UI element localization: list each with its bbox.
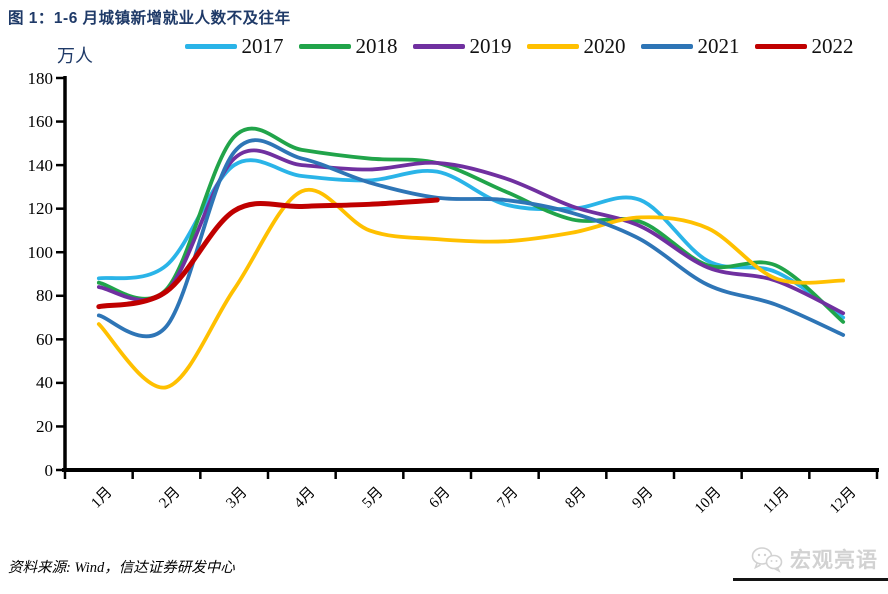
legend-item-2020: 2020 <box>526 34 626 58</box>
legend-swatch <box>184 44 237 49</box>
y-axis-tick-label: 20 <box>36 416 53 436</box>
legend-swatch <box>754 44 807 49</box>
legend-label: 2017 <box>241 34 284 58</box>
y-axis-tick-label: 180 <box>27 68 54 88</box>
y-axis-tick-label: 120 <box>27 199 54 219</box>
y-axis-tick-label: 80 <box>36 286 53 306</box>
watermark-underline <box>733 578 888 581</box>
y-axis-tick-label: 0 <box>44 460 54 480</box>
legend-swatch <box>412 44 465 49</box>
legend-swatch <box>526 44 579 49</box>
y-axis-tick-label: 140 <box>27 155 54 175</box>
legend-label: 2022 <box>811 34 854 58</box>
watermark-text: 宏观亮语 <box>790 549 878 572</box>
y-axis-tick-label: 40 <box>36 373 53 393</box>
source-text: 资料来源: Wind，信达证券研发中心 <box>8 560 235 576</box>
legend-item-2021: 2021 <box>640 34 740 58</box>
legend-item-2018: 2018 <box>298 34 398 58</box>
line-series-2019 <box>96 148 846 316</box>
chart-legend: 2017 2018 2019 2020 2021 2022 <box>150 36 888 57</box>
y-axis-tick-label: 100 <box>27 242 54 262</box>
legend-label: 2021 <box>697 34 740 58</box>
legend-item-2022: 2022 <box>754 34 854 58</box>
line-series-2018 <box>96 126 846 324</box>
line-series-2022 <box>96 197 440 310</box>
watermark-logo: 宏观亮语 <box>750 544 878 574</box>
legend-label: 2018 <box>355 34 398 58</box>
line-series-2021 <box>96 138 846 339</box>
wechat-icon <box>751 547 783 573</box>
y-axis-unit-label: 万人 <box>57 46 93 66</box>
legend-item-2017: 2017 <box>184 34 284 58</box>
legend-label: 2020 <box>583 34 626 58</box>
figure-title: 图 1：1-6 月城镇新增就业人数不及往年 <box>8 10 291 27</box>
legend-item-2019: 2019 <box>412 34 512 58</box>
y-axis-tick-label: 60 <box>36 329 53 349</box>
legend-swatch <box>640 44 693 49</box>
legend-label: 2019 <box>469 34 512 58</box>
line-chart <box>56 76 879 479</box>
legend-swatch <box>298 44 351 49</box>
y-axis-tick-label: 160 <box>27 112 54 132</box>
line-series-2020 <box>96 187 846 390</box>
